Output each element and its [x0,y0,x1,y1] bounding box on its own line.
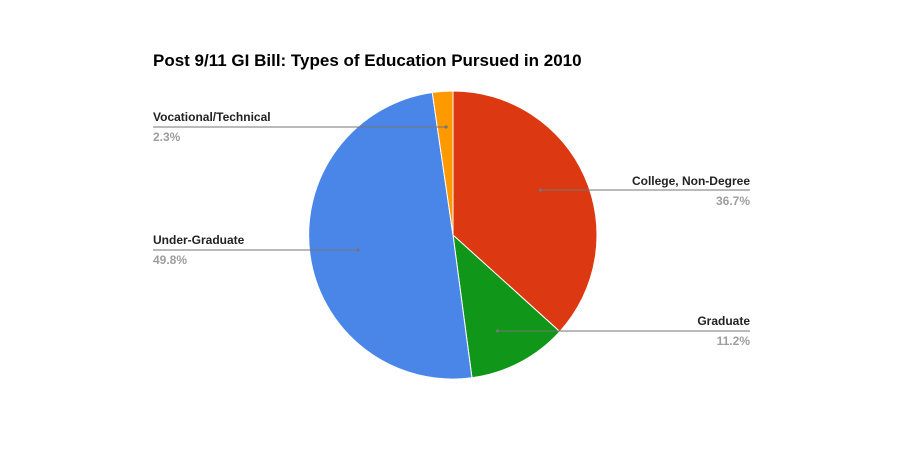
leader-dot-under-graduate [356,248,360,252]
pie-slice-under-graduate[interactable] [308,91,473,380]
slice-label-college-non-degree: College, Non-Degree [632,174,750,188]
slice-label-vocational-technical: Vocational/Technical [153,110,271,124]
slice-percent-graduate: 11.2% [717,334,751,348]
slice-percent-college-non-degree: 36.7% [716,194,750,208]
slice-percent-vocational-technical: 2.3% [153,130,181,144]
leader-dot-graduate [495,329,500,333]
leader-dot-college-non-degree [538,188,543,192]
slice-percent-under-graduate: 49.8% [153,253,187,267]
pie-slice-graduate[interactable] [452,233,561,379]
slice-label-graduate: Graduate [697,314,750,328]
slice-label-under-graduate: Under-Graduate [153,233,245,247]
slice-labels: College, Non-Degree 36.7% Graduate 11.2% Und… [153,110,750,348]
leader-dot-vocational-technical [444,125,448,129]
pie-slice-college-non-degree[interactable] [452,90,598,333]
chart-title: Post 9/11 GI Bill: Types of Education Pu… [153,51,582,70]
pie-slices [308,90,598,380]
